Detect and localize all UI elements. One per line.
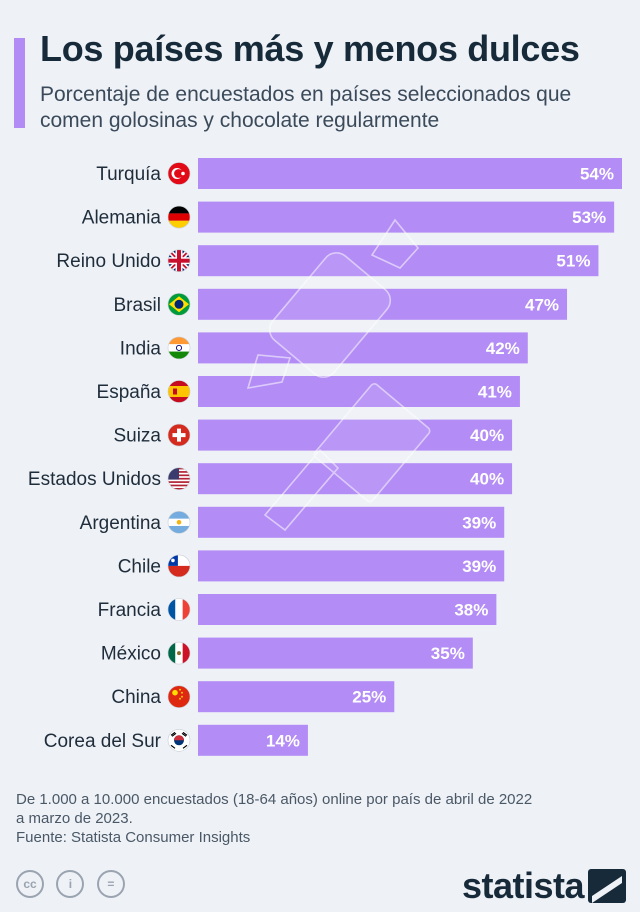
chile-flag-icon [167, 554, 191, 578]
bar-11 [198, 637, 473, 669]
category-label: Brasil [113, 295, 161, 316]
category-label: India [120, 338, 162, 359]
germany-flag-icon [167, 205, 191, 229]
logo-mark-icon [588, 869, 627, 903]
value-label: 25% [352, 688, 386, 707]
category-label: Reino Unido [56, 251, 161, 272]
value-label: 54% [580, 165, 614, 184]
spain-flag-icon [167, 380, 191, 403]
argentina-flag-icon [167, 510, 191, 534]
nd-icon[interactable]: = [96, 870, 125, 898]
bar-0 [198, 158, 622, 189]
bar-5 [198, 376, 520, 407]
bar-10 [198, 594, 497, 625]
turkey-flag-icon [167, 162, 191, 185]
uk-flag-icon [167, 249, 191, 272]
usa-flag-icon [167, 467, 191, 491]
value-label: 14% [266, 731, 300, 750]
value-label: 51% [556, 252, 590, 271]
statista-logo[interactable]: statista [462, 864, 627, 908]
category-label: España [97, 382, 162, 403]
bar-1 [198, 201, 615, 233]
bar-2 [198, 245, 599, 277]
footer-notes: De 1.000 a 10.000 encuestados (18-64 año… [16, 790, 536, 847]
brazil-flag-icon [167, 293, 191, 316]
value-label: 53% [572, 208, 606, 227]
title-accent-bar [14, 38, 25, 128]
by-icon[interactable]: i [56, 870, 85, 898]
value-label: 47% [525, 295, 559, 314]
category-label: Alemania [82, 208, 162, 229]
bar-8 [198, 506, 505, 538]
category-label: Turquía [96, 164, 161, 185]
logo-text: statista [462, 865, 585, 906]
chart-title: Los países más y menos dulces [40, 28, 580, 69]
value-label: 38% [454, 601, 488, 620]
license-icons: cc i = [16, 870, 133, 902]
category-label: México [101, 644, 161, 665]
bar-13 [198, 724, 308, 756]
chart-subtitle: Porcentaje de encuestados en países sele… [40, 83, 572, 132]
bar-12 [198, 681, 395, 713]
france-flag-icon [167, 598, 191, 621]
value-label: 42% [486, 339, 520, 358]
bar-chart: Turquía 54% Alemania 53% Reino Unido 51% Brasi… [28, 158, 622, 756]
cc-icon[interactable]: cc [16, 870, 44, 898]
category-label: Estados Unidos [28, 469, 161, 490]
category-label: China [111, 687, 161, 708]
category-label: Argentina [80, 513, 162, 534]
mexico-flag-icon [167, 641, 191, 665]
value-label: 35% [431, 644, 465, 663]
value-label: 40% [470, 470, 504, 489]
footer-note: De 1.000 a 10.000 encuestados (18-64 año… [16, 791, 533, 827]
china-flag-icon [167, 685, 191, 709]
value-label: 40% [470, 426, 504, 445]
value-label: 41% [478, 383, 512, 402]
bar-9 [198, 550, 505, 582]
category-label: Chile [118, 556, 161, 577]
value-label: 39% [462, 557, 496, 576]
south-korea-flag-icon [167, 728, 191, 752]
india-flag-icon [167, 336, 191, 360]
footer-source: Fuente: Statista Consumer Insights [16, 829, 251, 846]
switzerland-flag-icon [167, 423, 191, 447]
category-label: Francia [98, 600, 162, 621]
category-label: Suiza [113, 426, 161, 447]
bar-7 [198, 463, 513, 495]
bar-6 [198, 419, 513, 451]
value-label: 39% [462, 513, 496, 532]
candy-illustration [246, 218, 431, 532]
category-label: Corea del Sur [44, 731, 162, 752]
